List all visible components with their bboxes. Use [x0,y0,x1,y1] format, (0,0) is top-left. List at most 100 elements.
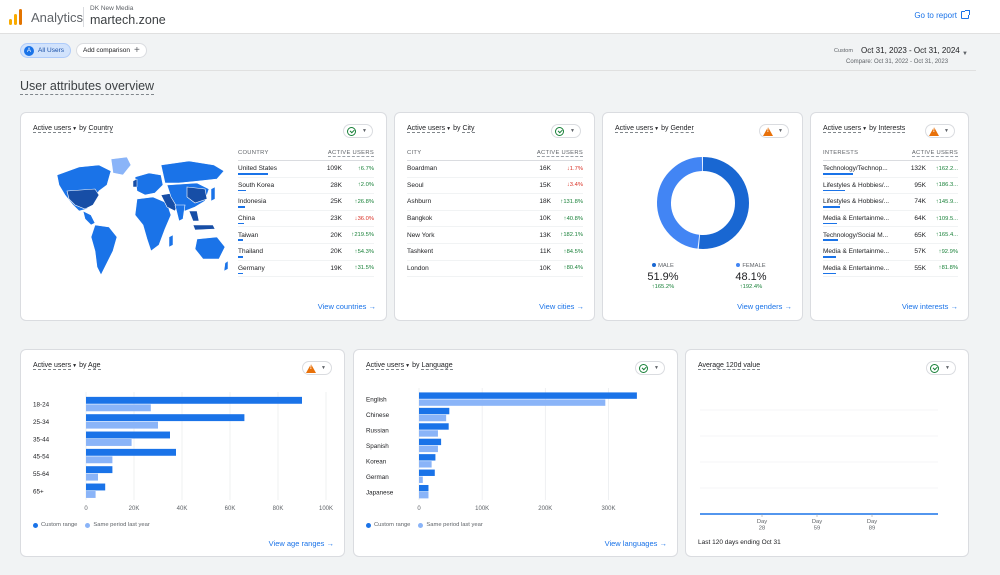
dimension-selector[interactable]: Language [421,362,453,370]
view-cities-link[interactable]: View cities → [539,302,584,311]
metric-dropdown-icon[interactable]: ▼ [446,126,452,132]
view-age-ranges-link[interactable]: View age ranges → [269,539,334,548]
table-row[interactable]: Media & Entertainme... 57K ↑92.9% [823,244,958,261]
table-row[interactable]: Taiwan 20K ↑219.5% [238,227,374,244]
bar-previous[interactable] [419,414,447,422]
bar-current[interactable] [86,466,113,474]
column-header[interactable]: COUNTRY [238,150,269,156]
analytics-logo-icon[interactable] [9,9,23,25]
view-genders-link[interactable]: View genders → [737,302,792,311]
table-row[interactable]: United States 109K ↑6.7% [238,161,374,178]
bar-previous[interactable] [86,473,98,481]
table-row[interactable]: China 23K ↓36.0% [238,211,374,228]
bar-previous[interactable] [86,491,96,498]
view-languages-link[interactable]: View languages → [605,539,667,548]
table-row[interactable]: Media & Entertainme... 55K ↑81.8% [823,261,958,278]
dimension-selector[interactable]: Country [88,125,113,133]
view-interests-link[interactable]: View interests → [902,302,958,311]
account-label[interactable]: DK New Media [90,5,134,12]
bar-previous[interactable] [419,445,438,453]
status-menu[interactable]: ▼ [302,361,332,375]
bar-previous[interactable] [86,439,132,446]
column-header[interactable]: INTERESTS [823,150,859,156]
bar-previous[interactable] [419,476,423,483]
metric-selector[interactable]: Average 120d value [698,362,761,370]
status-menu[interactable]: ▼ [551,124,581,138]
bar-current[interactable] [419,392,637,399]
table-row[interactable]: Technology/Technop... 132K ↑162.2... [823,161,958,178]
view-countries-link[interactable]: View countries → [318,302,376,311]
table-row[interactable]: Ashburn 18K ↑131.8% [407,194,583,211]
bar-previous[interactable] [86,456,113,464]
open-in-new-icon[interactable] [961,10,970,19]
world-map[interactable] [49,155,229,285]
table-row[interactable]: South Korea 28K ↑2.0% [238,178,374,195]
metric-selector[interactable]: Active users [33,125,72,133]
age-bar-chart[interactable]: 0 20K 40K 60K 80K 100K 18-24 25-34 35-44 45-54 55-… [26,388,341,518]
bar-previous[interactable] [86,404,151,412]
bar-previous[interactable] [86,421,158,429]
table-row[interactable]: Media & Entertainme... 64K ↑109.5... [823,211,958,228]
date-dropdown-icon[interactable]: ▼ [962,51,968,57]
bar-previous[interactable] [419,430,438,437]
bar-current[interactable] [419,407,450,415]
bar-current[interactable] [419,484,429,492]
table-row[interactable]: Boardman 16K ↓1.7% [407,161,583,178]
column-header[interactable]: CITY [407,150,422,156]
bar-current[interactable] [419,438,442,446]
metric-selector[interactable]: Active users [33,362,72,370]
table-row[interactable]: Seoul 15K ↓3.4% [407,178,583,195]
segment-chip-all-users[interactable]: A All Users [20,43,72,58]
dimension-selector[interactable]: City [462,125,475,133]
table-row[interactable]: Germany 19K ↑31.5% [238,261,374,278]
metric-dropdown-icon[interactable]: ▼ [862,126,868,132]
bar-current[interactable] [86,414,245,422]
column-header[interactable]: ACTIVE USERS [911,150,958,157]
status-menu[interactable]: ▼ [635,361,665,375]
metric-selector[interactable]: Active users [615,125,654,133]
table-row[interactable]: Bangkok 10K ↑40.8% [407,211,583,228]
metric-dropdown-icon[interactable]: ▼ [72,126,78,132]
bar-current[interactable] [86,431,170,439]
bar-current[interactable] [419,469,435,476]
table-row[interactable]: New York 13K ↑182.1% [407,227,583,244]
table-row[interactable]: Tashkent 11K ↑84.5% [407,244,583,261]
table-row[interactable]: Lifestyles & Hobbies/... 74K ↑145.9... [823,194,958,211]
language-bar-chart[interactable]: 0 100K 200K 300K English Chinese Russian Spanis… [359,388,674,518]
add-comparison-button[interactable]: Add comparison + [76,43,147,58]
dimension-selector[interactable]: Age [88,362,101,370]
metric-dropdown-icon[interactable]: ▼ [72,363,78,369]
column-header[interactable]: ACTIVE USERS [536,150,583,157]
table-row[interactable]: Thailand 20K ↑54.3% [238,244,374,261]
metric-selector[interactable]: Active users [366,362,405,370]
table-row[interactable]: Technology/Social M... 65K ↑165.4... [823,227,958,244]
date-range-type[interactable]: Custom [834,48,853,54]
metric-selector[interactable]: Active users [407,125,446,133]
status-menu[interactable]: ▼ [925,124,955,138]
gender-donut-chart[interactable] [653,153,753,253]
go-to-report-link[interactable]: Go to report [914,11,957,20]
bar-current[interactable] [419,423,449,430]
bar-previous[interactable] [419,461,432,468]
dimension-selector[interactable]: Gender [670,125,694,133]
table-row[interactable]: Lifestyles & Hobbies/... 95K ↑186.3... [823,178,958,195]
bar-current[interactable] [86,448,176,456]
table-row[interactable]: Indonesia 25K ↑26.8% [238,194,374,211]
bar-current[interactable] [419,454,436,461]
status-menu[interactable]: ▼ [759,124,789,138]
date-range[interactable]: Oct 31, 2023 - Oct 31, 2024 [861,46,960,55]
metric-dropdown-icon[interactable]: ▼ [405,363,411,369]
status-menu[interactable]: ▼ [343,124,373,138]
metric-selector[interactable]: Active users [823,125,862,133]
dimension-selector[interactable]: Interests [878,125,906,133]
status-menu[interactable]: ▼ [926,361,956,375]
bar-current[interactable] [86,483,106,491]
property-name[interactable]: martech.zone [90,13,166,27]
table-row[interactable]: London 10K ↑80.4% [407,261,583,278]
column-header[interactable]: ACTIVE USERS [327,150,374,157]
metric-dropdown-icon[interactable]: ▼ [654,126,660,132]
compare-range[interactable]: Compare: Oct 31, 2022 - Oct 31, 2023 [846,59,949,65]
bar-current[interactable] [86,396,302,404]
bar-previous[interactable] [419,399,606,406]
